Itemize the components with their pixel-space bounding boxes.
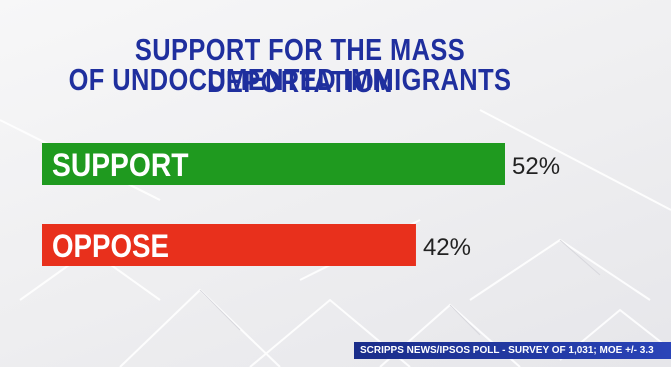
chart-title-line1: SUPPORT FOR THE MASS DEPORTATION bbox=[134, 32, 466, 99]
bar-oppose bbox=[42, 224, 416, 266]
value-label-support: 52% bbox=[512, 153, 560, 180]
source-banner: SCRIPPS NEWS/IPSOS POLL - SURVEY OF 1,03… bbox=[354, 342, 671, 359]
value-label-oppose: 42% bbox=[423, 234, 471, 261]
chart-title-line2: OF UNDOCUMENTED IMMIGRANTS bbox=[68, 62, 512, 97]
bar-label-support: SUPPORT bbox=[52, 147, 189, 183]
bar-label-oppose: OPPOSE bbox=[52, 228, 169, 264]
bar-support bbox=[42, 143, 505, 185]
